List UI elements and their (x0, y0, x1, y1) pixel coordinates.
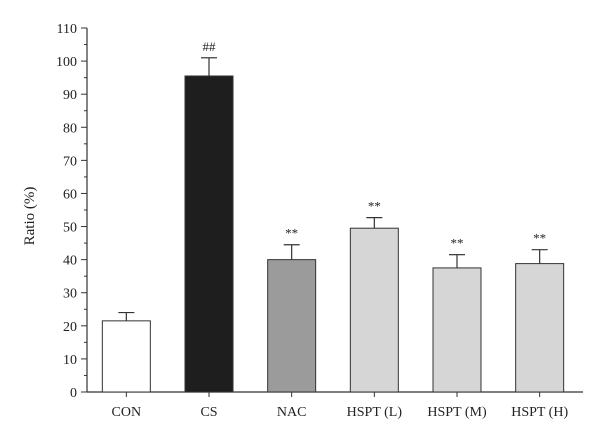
bar (349, 227, 399, 393)
x-tick-label: HSPT (M) (427, 405, 487, 420)
significance-label: ** (285, 226, 298, 241)
y-tick-label: 90 (63, 88, 77, 103)
bar (184, 75, 234, 393)
y-tick-label: 50 (63, 221, 77, 236)
y-axis: 0 10 20 30 40 50 60 70 80 90 100 110 (56, 22, 88, 401)
significance-label: ** (368, 199, 381, 214)
y-tick-label: 70 (63, 154, 77, 169)
x-tick-label: CS (200, 405, 217, 420)
x-tick-label: HSPT (L) (347, 405, 403, 420)
x-tick-label: CON (112, 405, 142, 420)
y-tick-label: 10 (63, 353, 77, 368)
y-tick-label: 0 (70, 386, 77, 401)
bar (432, 267, 482, 393)
y-tick-label: 20 (63, 320, 77, 335)
y-tick-label: 30 (63, 287, 77, 302)
bar (267, 259, 317, 393)
y-tick-label: 40 (63, 254, 77, 269)
significance-label: ** (533, 231, 546, 246)
x-tick-label: HSPT (H) (511, 405, 568, 420)
bar (101, 320, 151, 393)
y-tick-label: 110 (57, 22, 77, 37)
significance-label: ## (203, 39, 217, 54)
bar (515, 263, 565, 393)
significance-label: ** (451, 236, 464, 251)
x-axis: CON CS NAC HSPT (L) HSPT (M) HSPT (H) (87, 391, 583, 420)
x-tick-label: NAC (277, 405, 307, 420)
y-tick-label: 100 (56, 55, 77, 70)
y-tick-label: 80 (63, 121, 77, 136)
y-axis-title: Ratio (%) (22, 187, 38, 246)
y-tick-label: 60 (63, 187, 77, 202)
bars: ## ** ** ** ** (101, 39, 565, 393)
